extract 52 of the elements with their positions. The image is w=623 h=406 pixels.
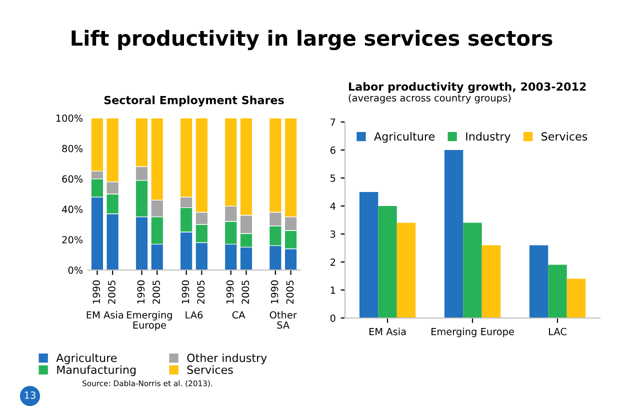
y-tick-label: 1: [330, 286, 336, 294]
legend-label: Manufacturing: [57, 365, 136, 376]
x-tick-label: Emerging Europe: [432, 328, 514, 338]
x-tick-label: EM Asia: [369, 328, 406, 336]
x-tick-label: 1990: [137, 280, 145, 304]
bar: [482, 245, 501, 318]
x-tick-label: 2005: [286, 280, 294, 304]
y-tick-label: 5: [330, 174, 336, 182]
bar: [529, 245, 548, 318]
text: 13: [24, 391, 36, 399]
chart-title: Sectoral Employment Shares: [104, 96, 284, 107]
x-tick-label: 1990: [182, 280, 190, 304]
legend-label: Services: [187, 365, 233, 374]
bar: [396, 222, 416, 318]
legend-label: Agriculture: [56, 353, 117, 364]
bar: [378, 206, 397, 318]
y-tick-label: 0%: [68, 266, 83, 274]
legend-label: Industry: [466, 132, 510, 143]
x-tick-label: 2005: [152, 280, 160, 304]
legend-label: Services: [542, 132, 588, 141]
bar: [548, 264, 567, 318]
x-tick-label: 2005: [242, 280, 250, 304]
bar: [444, 150, 464, 318]
y-tick-label: 40%: [62, 206, 83, 214]
x-tick-label: LAC: [549, 328, 566, 336]
y-tick-label: 20%: [62, 236, 83, 244]
x-tick-label: 1990: [92, 280, 100, 304]
x-tick-label: 2005: [197, 280, 204, 304]
y-tick-label: 6: [330, 146, 336, 154]
y-tick-label: 4: [330, 202, 336, 210]
y-tick-label: 80%: [62, 144, 83, 152]
text: LA6: [186, 311, 203, 319]
text: EM Asia: [86, 311, 124, 319]
chart-title: Labor productivity growth, 2003-2012: [349, 82, 586, 93]
legend-label: Agriculture: [374, 132, 435, 143]
y-tick-label: 7: [330, 118, 336, 126]
x-tick-label: 1990: [226, 280, 234, 304]
x-tick-label: 1990: [270, 280, 278, 304]
text: Other SA: [270, 311, 297, 329]
chart-subtitle: (averages across country groups): [348, 94, 511, 104]
text: Lift productivity in large services sectors: [72, 30, 552, 50]
bar: [463, 222, 482, 318]
text: CA: [232, 311, 246, 319]
y-tick-label: 100%: [56, 114, 83, 122]
legend-label: Other industry: [187, 353, 267, 364]
x-tick-label: 2005: [108, 280, 116, 304]
bar: [359, 192, 378, 318]
y-tick-label: 2: [330, 258, 335, 266]
y-tick-label: 3: [330, 230, 336, 238]
bar: [566, 278, 586, 318]
y-tick-label: 60%: [62, 175, 83, 183]
y-tick-label: 0: [330, 314, 336, 322]
